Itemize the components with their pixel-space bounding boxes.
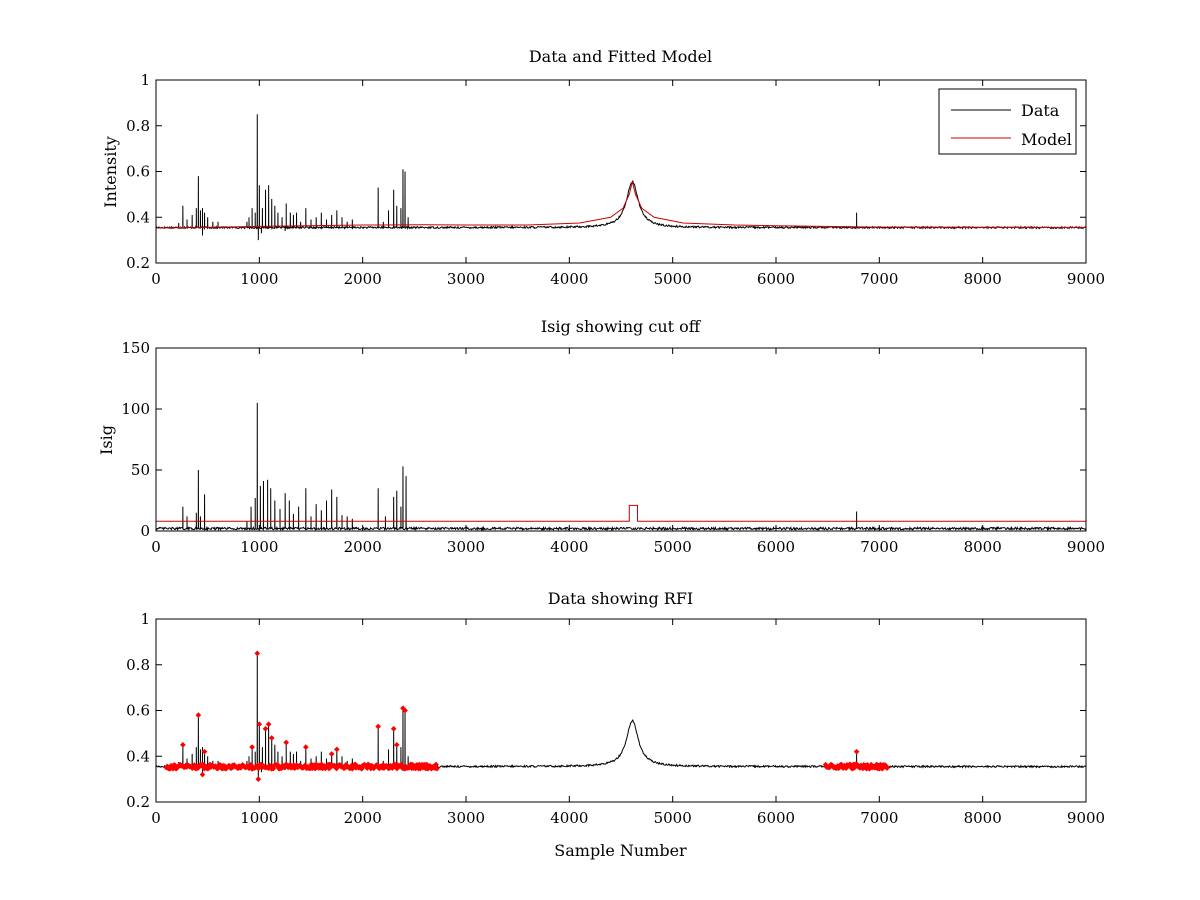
rfi-point (334, 746, 340, 753)
y-tick-label: 0.4 (126, 208, 150, 226)
x-tick-label: 3000 (447, 809, 485, 827)
y-tick-label: 1 (140, 610, 150, 628)
panel-isig-showing-cut-off: Isig showing cut off Isig 0 1000 2000 3000 4… (97, 317, 1105, 556)
rfi-point (255, 776, 262, 782)
y-tick-label: 0.2 (126, 793, 150, 811)
chart-title: Data showing RFI (548, 589, 693, 608)
rfi-point (853, 748, 860, 755)
panel-data-showing-rfi: Data showing RFI Sample Number 0 1000 2000… (126, 589, 1105, 860)
x-tick-label: 8000 (964, 538, 1002, 556)
plot-series (156, 650, 1086, 782)
x-tick-label: 6000 (757, 809, 795, 827)
y-tick-label: 0.8 (126, 656, 150, 674)
x-tick-label: 6000 (757, 538, 795, 556)
x-tick-label: 0 (151, 270, 161, 288)
x-tick-label: 5000 (654, 270, 692, 288)
plot-area: 0 1000 2000 3000 4000 5000 6000 7000 8000 9000 0.2… (126, 610, 1105, 827)
legend: Data Model (938, 88, 1077, 155)
rfi-point (249, 744, 255, 750)
plot-area: 0 1000 2000 3000 4000 5000 6000 7000 8000 9000 0.2… (126, 71, 1105, 288)
y-tick-label: 100 (121, 400, 150, 418)
rfi-point (254, 650, 261, 657)
rfi-point (180, 741, 186, 748)
x-tick-label: 4000 (550, 270, 588, 288)
rfi-point (199, 771, 206, 778)
plot-series (156, 114, 1086, 241)
y-tick-label: 1 (140, 71, 150, 89)
legend-entry-model: Model (1021, 130, 1072, 149)
axes-frame (155, 347, 1087, 532)
x-tick-label: 2000 (344, 270, 382, 288)
chart-title: Isig showing cut off (541, 317, 702, 336)
x-tick-label: 0 (151, 538, 161, 556)
x-tick-label: 3000 (447, 270, 485, 288)
x-tick-label: 1000 (240, 538, 278, 556)
y-tick-label: 0 (140, 522, 150, 540)
y-tick-label: 0.4 (126, 747, 150, 765)
x-tick-label: 5000 (654, 809, 692, 827)
x-tick-label: 9000 (1067, 270, 1105, 288)
y-axis-label: Intensity (101, 136, 120, 208)
y-tick-label: 0.2 (126, 254, 150, 272)
rfi-markers (163, 650, 890, 782)
rfi-point (283, 739, 290, 746)
series-line-data (156, 114, 1086, 241)
legend-entry-data: Data (1021, 101, 1060, 120)
rfi-point (256, 721, 263, 728)
x-tick-label: 7000 (860, 270, 898, 288)
x-axis-label: Sample Number (554, 841, 687, 860)
rfi-point (328, 751, 335, 757)
x-tick-label: 2000 (344, 538, 382, 556)
x-tick-label: 1000 (240, 270, 278, 288)
rfi-point (265, 721, 272, 728)
rfi-point (434, 765, 440, 772)
x-tick-label: 2000 (344, 809, 382, 827)
series-line-cut-off (156, 504, 1086, 522)
x-tick-label: 9000 (1067, 538, 1105, 556)
rfi-point (201, 748, 208, 755)
x-tick-label: 3000 (447, 538, 485, 556)
rfi-point (402, 707, 408, 714)
x-tick-label: 4000 (550, 809, 588, 827)
x-tick-label: 7000 (860, 809, 898, 827)
rfi-point (268, 735, 275, 741)
series-line-model (156, 181, 1086, 229)
rfi-point (393, 741, 400, 748)
x-tick-label: 8000 (964, 809, 1002, 827)
y-tick-label: 0.6 (126, 163, 150, 181)
rfi-point (195, 712, 202, 718)
y-tick-label: 50 (131, 461, 150, 479)
x-tick-label: 6000 (757, 270, 795, 288)
rfi-point (390, 725, 397, 732)
rfi-point (303, 744, 309, 750)
x-tick-label: 4000 (550, 538, 588, 556)
rfi-point (262, 725, 269, 732)
y-tick-label: 0.8 (126, 117, 150, 135)
panel-data-and-fitted-model: Data and Fitted Model Intensity 0 1000 200… (101, 47, 1105, 288)
x-tick-label: 7000 (860, 538, 898, 556)
series-line-isig (156, 402, 1086, 531)
y-tick-label: 150 (121, 339, 150, 357)
plot-area: 0 1000 2000 3000 4000 5000 6000 7000 8000 9000 0 50… (121, 339, 1105, 556)
y-tick-label: 0.6 (126, 702, 150, 720)
chart-title: Data and Fitted Model (529, 47, 712, 66)
rfi-point (884, 765, 890, 771)
x-tick-label: 0 (151, 809, 161, 827)
y-axis-label: Isig (97, 425, 116, 455)
x-tick-label: 1000 (240, 809, 278, 827)
plot-series (156, 402, 1086, 531)
x-tick-label: 9000 (1067, 809, 1105, 827)
rfi-point (375, 723, 381, 730)
legend-box (938, 88, 1077, 155)
x-tick-label: 5000 (654, 538, 692, 556)
x-tick-label: 8000 (964, 270, 1002, 288)
